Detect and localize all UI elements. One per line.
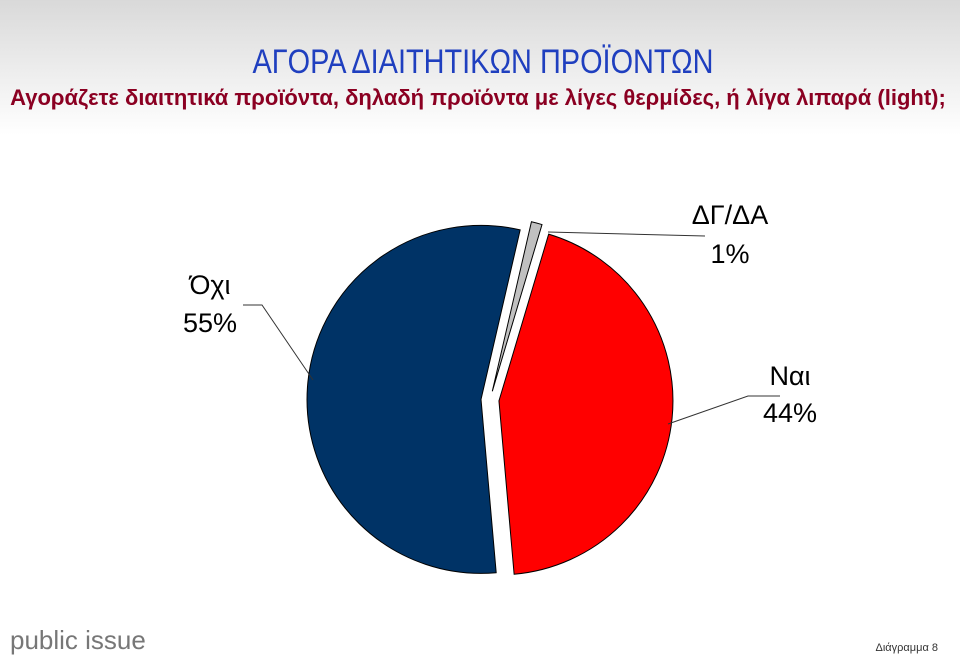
pie-slice xyxy=(306,224,521,574)
chart-subtitle: Αγοράζετε διαιτητικά προϊόντα, δηλαδή πρ… xyxy=(10,85,946,110)
pie-slice xyxy=(491,221,543,392)
slice-label: ΔΓ/ΔΑ xyxy=(692,200,768,230)
leader-line xyxy=(667,395,780,425)
leader-line xyxy=(243,304,314,381)
header-bg xyxy=(0,0,960,135)
chart-title: ΑΓΟΡΑ ΔΙΑΙΤΗΤΙΚΩΝ ΠΡΟΪΟΝΤΩΝ xyxy=(252,42,713,81)
brand: public issue xyxy=(10,625,146,655)
value-label: 1% xyxy=(710,239,749,269)
slice-label: Όχι xyxy=(188,270,230,300)
pie-slice xyxy=(498,233,674,575)
pie xyxy=(306,221,674,575)
slice-label: Ναι xyxy=(769,361,810,391)
value-label: 44% xyxy=(763,398,817,428)
page-number: Διάγραμμα 8 xyxy=(876,642,938,654)
value-label: 55% xyxy=(183,308,237,338)
leader-line xyxy=(547,231,706,237)
